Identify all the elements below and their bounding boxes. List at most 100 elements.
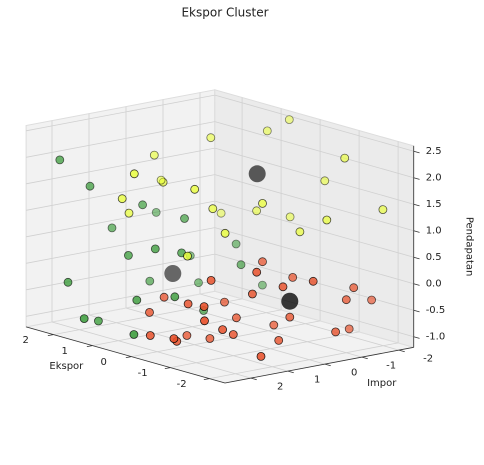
grid-line (26, 94, 215, 132)
point (194, 278, 203, 288)
point (182, 331, 192, 340)
point (124, 208, 134, 218)
point (117, 194, 127, 204)
tick-mark (413, 177, 420, 180)
point (262, 126, 272, 136)
grid-line (214, 200, 414, 258)
grid-line (92, 309, 282, 346)
grid-line (199, 293, 400, 351)
point (208, 204, 218, 214)
point (129, 330, 139, 339)
point (205, 334, 215, 343)
point (258, 198, 267, 208)
point (190, 184, 200, 194)
point (269, 320, 279, 330)
point (55, 155, 65, 165)
point (145, 276, 155, 286)
point (285, 212, 295, 222)
point (151, 207, 161, 217)
point (247, 289, 257, 299)
z-tick-label: -0.5 (426, 305, 446, 316)
grid-line (26, 253, 215, 291)
point (149, 150, 159, 160)
tick-mark (413, 283, 420, 286)
tick-mark (125, 356, 132, 359)
point (320, 176, 330, 186)
point (252, 267, 262, 277)
point (258, 257, 267, 267)
tick-mark (398, 349, 405, 353)
z-axis-label: Pendapatan (464, 217, 475, 277)
point (228, 330, 238, 339)
tick-mark (413, 256, 420, 260)
tick-mark (361, 356, 368, 360)
point (220, 228, 230, 238)
point (236, 260, 246, 270)
z-tick-label: -1.0 (426, 332, 446, 343)
point (274, 335, 284, 345)
x-tick-label: -1 (138, 368, 148, 379)
tick-mark (413, 150, 420, 154)
point (216, 208, 226, 218)
point (85, 181, 95, 191)
point (257, 280, 267, 290)
point (107, 223, 117, 233)
axis-line (224, 346, 414, 384)
grid-line (26, 147, 215, 185)
point (256, 351, 266, 361)
point (156, 175, 166, 185)
point (206, 275, 216, 285)
tick-mark (203, 378, 210, 381)
grid-line (214, 121, 414, 179)
point (322, 215, 332, 225)
y-axis-label: Impor (367, 378, 397, 389)
tick-mark (164, 367, 171, 370)
z-tick-label: 0.0 (426, 279, 442, 290)
point (199, 302, 209, 312)
z-tick-label: 0.5 (426, 252, 442, 263)
y-tick-label: 2 (277, 381, 283, 392)
point (344, 324, 354, 334)
grid-line (26, 174, 215, 211)
point (145, 331, 155, 340)
point (129, 169, 139, 179)
grid-line (26, 280, 215, 317)
y-tick-label: 1 (314, 374, 320, 385)
point (231, 239, 241, 249)
point (288, 272, 298, 282)
point (367, 295, 377, 305)
point (145, 307, 154, 317)
x-axis-label: Ekspor (49, 361, 84, 372)
grid-line (26, 121, 215, 158)
tick-mark (250, 377, 257, 381)
point (63, 277, 73, 287)
grid-line (131, 320, 321, 357)
grid-line (214, 280, 414, 338)
x-tick-label: 1 (61, 346, 67, 357)
point (159, 292, 169, 302)
tick-mark (413, 203, 420, 207)
grid-line (214, 147, 414, 205)
grid-line (26, 200, 215, 238)
tick-mark (86, 345, 93, 348)
z-tick-label: 1.5 (426, 199, 442, 210)
centroid (164, 265, 182, 282)
point (206, 133, 216, 143)
axis-line (25, 326, 226, 384)
point (284, 115, 294, 124)
grid-line (88, 314, 289, 372)
point (132, 295, 142, 305)
point (285, 312, 295, 322)
grid-line (214, 94, 414, 152)
tick-mark (413, 336, 420, 339)
point (200, 316, 209, 326)
point (378, 205, 388, 215)
x-tick-label: 2 (22, 335, 28, 346)
point (341, 295, 351, 305)
grid-line (125, 307, 326, 365)
grid-line (53, 298, 243, 335)
tick-mark (413, 230, 420, 233)
point (295, 227, 305, 237)
z-tick-label: 2.5 (426, 146, 442, 157)
